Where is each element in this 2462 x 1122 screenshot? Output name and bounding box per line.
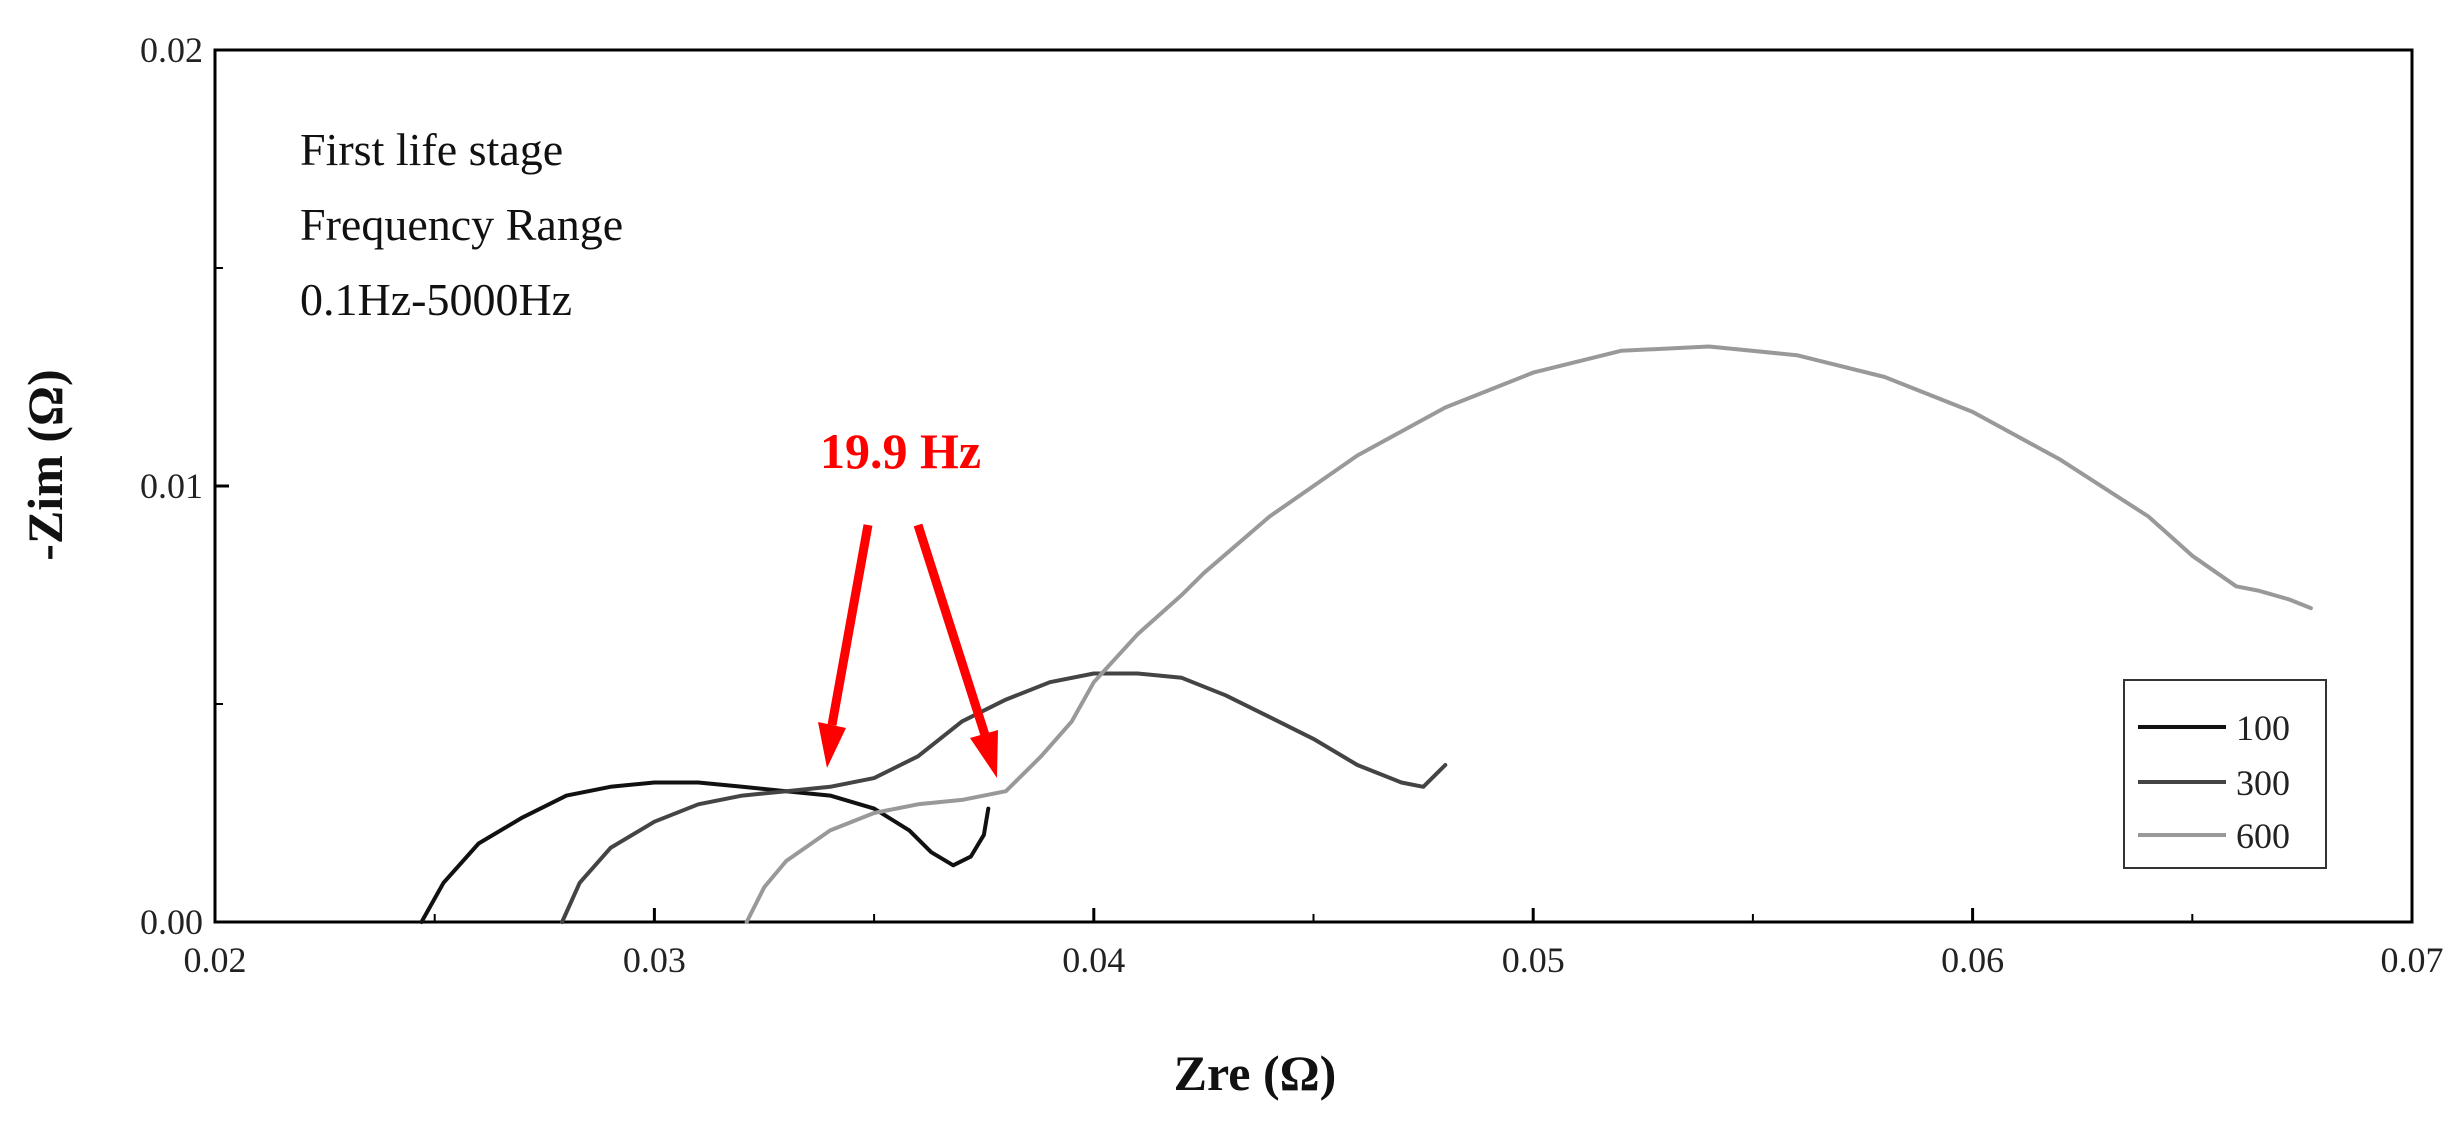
series-line-600 [744, 344, 2313, 924]
arrow-to-600-curve [913, 523, 990, 737]
annotation-life-stage: First life stage [300, 124, 563, 175]
series-line-300 [560, 671, 1448, 924]
x-axis-title: Zre (Ω) [1174, 1045, 1337, 1101]
y-tick-label: 0.02 [140, 30, 203, 70]
y-axis-ticks: 0.00 0.01 0.02 [140, 30, 229, 942]
series-line-100 [419, 780, 991, 924]
legend-box [2123, 679, 2327, 869]
x-tick-label: 0.02 [184, 940, 247, 980]
arrow-head-300 [818, 722, 846, 768]
y-tick-label: 0.00 [140, 902, 203, 942]
arrow-to-300-curve [827, 524, 873, 726]
x-tick-label: 0.03 [623, 940, 686, 980]
annotation-frequency-range: Frequency Range [300, 199, 623, 250]
x-tick-label: 0.04 [1062, 940, 1125, 980]
arrow-head-600 [970, 730, 998, 778]
legend-label-600: 600 [2236, 816, 2290, 856]
x-tick-label: 0.06 [1941, 940, 2004, 980]
annotation-frequency-values: 0.1Hz-5000Hz [300, 274, 572, 325]
legend: 100 300 600 [2123, 679, 2327, 869]
frequency-callout-arrows [818, 523, 998, 778]
frequency-callout-label: 19.9 Hz [820, 423, 981, 479]
y-axis-title: -Zim (Ω) [17, 369, 73, 560]
legend-label-100: 100 [2236, 708, 2290, 748]
x-axis-ticks: 0.02 0.03 0.04 0.05 0.06 0.07 [184, 908, 2444, 980]
x-tick-label: 0.07 [2381, 940, 2444, 980]
series-group [419, 344, 2313, 924]
y-tick-label: 0.01 [140, 466, 203, 506]
x-tick-label: 0.05 [1502, 940, 1565, 980]
legend-label-300: 300 [2236, 763, 2290, 803]
